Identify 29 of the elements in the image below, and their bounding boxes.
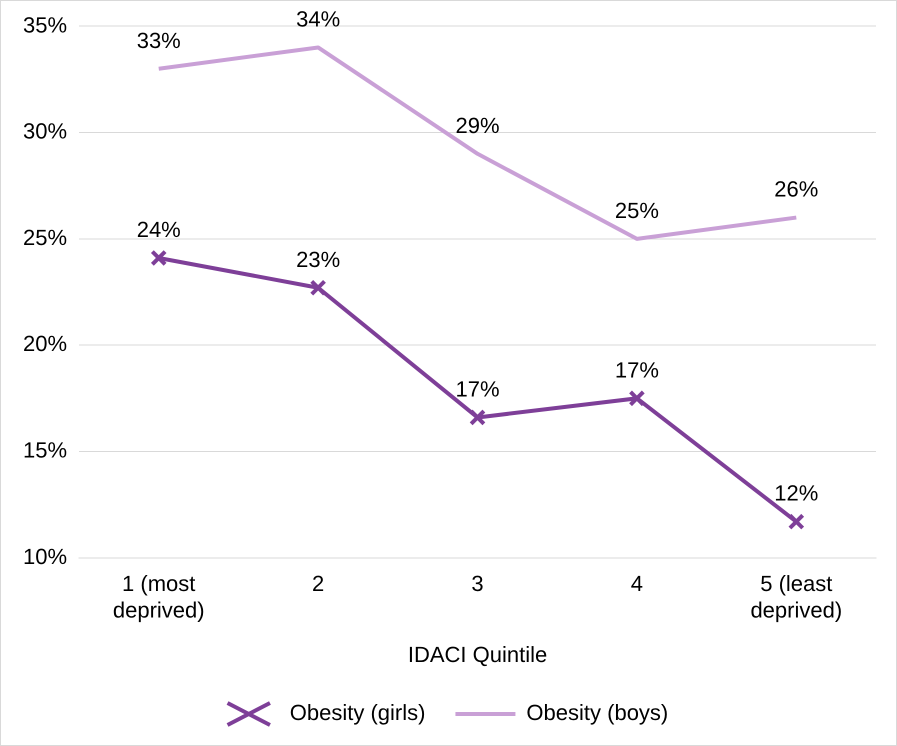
x-tick-label: 2 (312, 571, 324, 596)
y-tick-label: 10% (22, 544, 68, 569)
data-label: 24% (136, 217, 181, 242)
x-tick-label: 4 (630, 571, 644, 596)
x-tick-label: 5 (least deprived) (750, 571, 842, 622)
data-label: 25% (614, 198, 659, 223)
y-tick-label: 20% (22, 331, 68, 356)
y-tick-label: 25% (22, 224, 68, 250)
legend-label: Obesity (girls) (290, 700, 426, 726)
point (788, 513, 805, 530)
point (150, 250, 168, 266)
data-label: 29% (455, 112, 500, 138)
data-label: 17% (455, 376, 500, 402)
point (469, 409, 486, 426)
x-tick-label: 3 (471, 571, 484, 596)
y-tick-label: 15% (22, 438, 68, 463)
data-label: 26% (774, 176, 818, 202)
x-tick-label: 1 (most deprived) (112, 571, 205, 622)
y-tick-label: 30% (22, 118, 68, 144)
data-label: 23% (296, 246, 340, 272)
data-label: 34% (296, 6, 340, 32)
data-label: 12% (774, 480, 818, 506)
legend-label: Obesity (boys) (526, 700, 668, 726)
x-axis-title: IDACI Quintile (408, 642, 548, 667)
data-label: 17% (614, 357, 659, 382)
data-label: 33% (136, 28, 181, 53)
point (628, 390, 646, 407)
y-tick-label: 35% (22, 12, 68, 38)
point (310, 279, 326, 296)
